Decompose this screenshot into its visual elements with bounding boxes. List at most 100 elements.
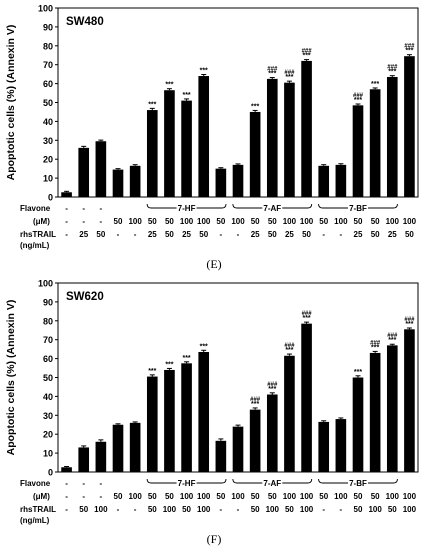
um-cell: 50 bbox=[148, 492, 157, 501]
significance-stars: *** bbox=[388, 337, 396, 344]
flavone-cell: - bbox=[82, 479, 85, 488]
trail-cell: 100 bbox=[300, 505, 314, 514]
y-tick-label: 30 bbox=[43, 411, 53, 421]
y-tick-label: 10 bbox=[43, 174, 53, 184]
trail-cell: 25 bbox=[182, 230, 191, 239]
bar bbox=[352, 377, 364, 472]
um-cell: 50 bbox=[251, 492, 260, 501]
bar bbox=[61, 192, 72, 197]
bar bbox=[232, 164, 244, 197]
row-label-flavone: Flavone bbox=[20, 479, 51, 488]
y-axis-label: Apoptotic cells (%) (Annexin V) bbox=[5, 300, 17, 456]
group-label: 7-BF bbox=[349, 479, 367, 488]
trail-cell: 50 bbox=[268, 230, 277, 239]
um-cell: 50 bbox=[148, 217, 157, 226]
um-cell: 100 bbox=[197, 217, 211, 226]
chart-sw620: 0 10 20 30 40 50 60 70 80 90 100 Apoptotic cells (%… bbox=[5, 279, 419, 525]
trail-cell: 50 bbox=[371, 230, 380, 239]
significance-hash: ### bbox=[302, 49, 313, 55]
um-cell: - bbox=[82, 217, 85, 226]
um-cell: 50 bbox=[216, 217, 225, 226]
row-label-flavone: Flavone bbox=[20, 204, 51, 213]
significance-stars: *** bbox=[354, 97, 362, 104]
significance-stars: *** bbox=[302, 53, 310, 60]
bar bbox=[146, 376, 158, 472]
um-cell: 50 bbox=[251, 217, 260, 226]
um-cell: 100 bbox=[300, 217, 314, 226]
bar bbox=[198, 76, 210, 197]
bar bbox=[129, 422, 141, 472]
bar bbox=[284, 82, 295, 197]
um-cell: 100 bbox=[231, 492, 245, 501]
panel-e: 0 10 20 30 40 50 60 70 80 90 100 Apoptotic cells (%… bbox=[5, 4, 419, 271]
trail-cell: - bbox=[322, 505, 325, 514]
significance-stars: *** bbox=[405, 321, 413, 328]
trail-cell: 50 bbox=[182, 505, 191, 514]
significance-stars: *** bbox=[148, 368, 156, 375]
um-cell: 100 bbox=[300, 492, 314, 501]
significance-hash: ### bbox=[404, 44, 415, 50]
um-cell: - bbox=[82, 492, 85, 501]
trail-cell: - bbox=[340, 230, 343, 239]
trail-cell: - bbox=[134, 230, 137, 239]
group-bracket bbox=[318, 203, 398, 209]
y-tick-label: 0 bbox=[48, 468, 53, 478]
group-bracket bbox=[146, 478, 227, 484]
flavone-cell: - bbox=[82, 204, 85, 213]
bar bbox=[181, 363, 192, 472]
bar bbox=[352, 105, 364, 197]
panel-f-caption: (F) bbox=[206, 532, 222, 546]
panel-e-caption: (E) bbox=[206, 257, 222, 271]
significance-stars: *** bbox=[200, 68, 208, 75]
um-cell: - bbox=[65, 492, 68, 501]
bar bbox=[386, 76, 398, 197]
significance-hash: ### bbox=[250, 397, 261, 403]
y-tick-label: 30 bbox=[43, 136, 53, 146]
y-tick-label: 10 bbox=[43, 449, 53, 459]
significance-stars: *** bbox=[165, 82, 173, 89]
y-tick-label: 60 bbox=[43, 354, 53, 364]
bar bbox=[249, 111, 261, 197]
significance-stars: *** bbox=[371, 81, 379, 88]
panel-f: 0 10 20 30 40 50 60 70 80 90 100 Apoptotic cells (%… bbox=[0, 275, 428, 550]
bar bbox=[146, 110, 158, 197]
significance-stars: *** bbox=[182, 92, 190, 99]
significance-stars: *** bbox=[148, 101, 156, 108]
um-cell: 100 bbox=[128, 492, 142, 501]
bar bbox=[249, 409, 261, 472]
y-tick-label: 100 bbox=[38, 279, 53, 289]
bar bbox=[164, 90, 175, 197]
significance-stars: *** bbox=[371, 344, 379, 351]
trail-cell: 25 bbox=[79, 230, 88, 239]
row-label-um: (μM) bbox=[33, 217, 50, 226]
um-cell: - bbox=[65, 217, 68, 226]
significance-stars: *** bbox=[354, 369, 362, 376]
y-tick-label: 80 bbox=[43, 316, 53, 326]
trail-cell: 50 bbox=[285, 505, 294, 514]
um-cell: 100 bbox=[403, 492, 417, 501]
bar bbox=[335, 419, 347, 472]
y-tick-label: 70 bbox=[43, 60, 53, 70]
y-tick-label: 20 bbox=[43, 430, 53, 440]
group-bracket bbox=[232, 478, 313, 484]
um-cell: 100 bbox=[386, 492, 400, 501]
um-cell: 100 bbox=[403, 217, 417, 226]
flavone-cell: - bbox=[100, 479, 103, 488]
trail-cell: 50 bbox=[165, 230, 174, 239]
trail-cell: - bbox=[322, 230, 325, 239]
y-tick-label: 90 bbox=[43, 297, 53, 307]
significance-stars: *** bbox=[251, 401, 259, 408]
group-label: 7-AF bbox=[263, 479, 281, 488]
group-label: 7-BF bbox=[349, 204, 367, 213]
group-label: 7-AF bbox=[263, 204, 281, 213]
bar bbox=[215, 440, 227, 472]
trail-cell: 100 bbox=[266, 505, 280, 514]
um-cell: 50 bbox=[354, 492, 363, 501]
bar bbox=[95, 141, 107, 197]
significance-stars: *** bbox=[388, 69, 396, 76]
um-cell: 100 bbox=[128, 217, 142, 226]
bar bbox=[198, 351, 210, 472]
row-label-trail-unit: (ng/mL) bbox=[20, 241, 50, 250]
bar bbox=[404, 329, 415, 472]
y-tick-label: 50 bbox=[43, 373, 53, 383]
